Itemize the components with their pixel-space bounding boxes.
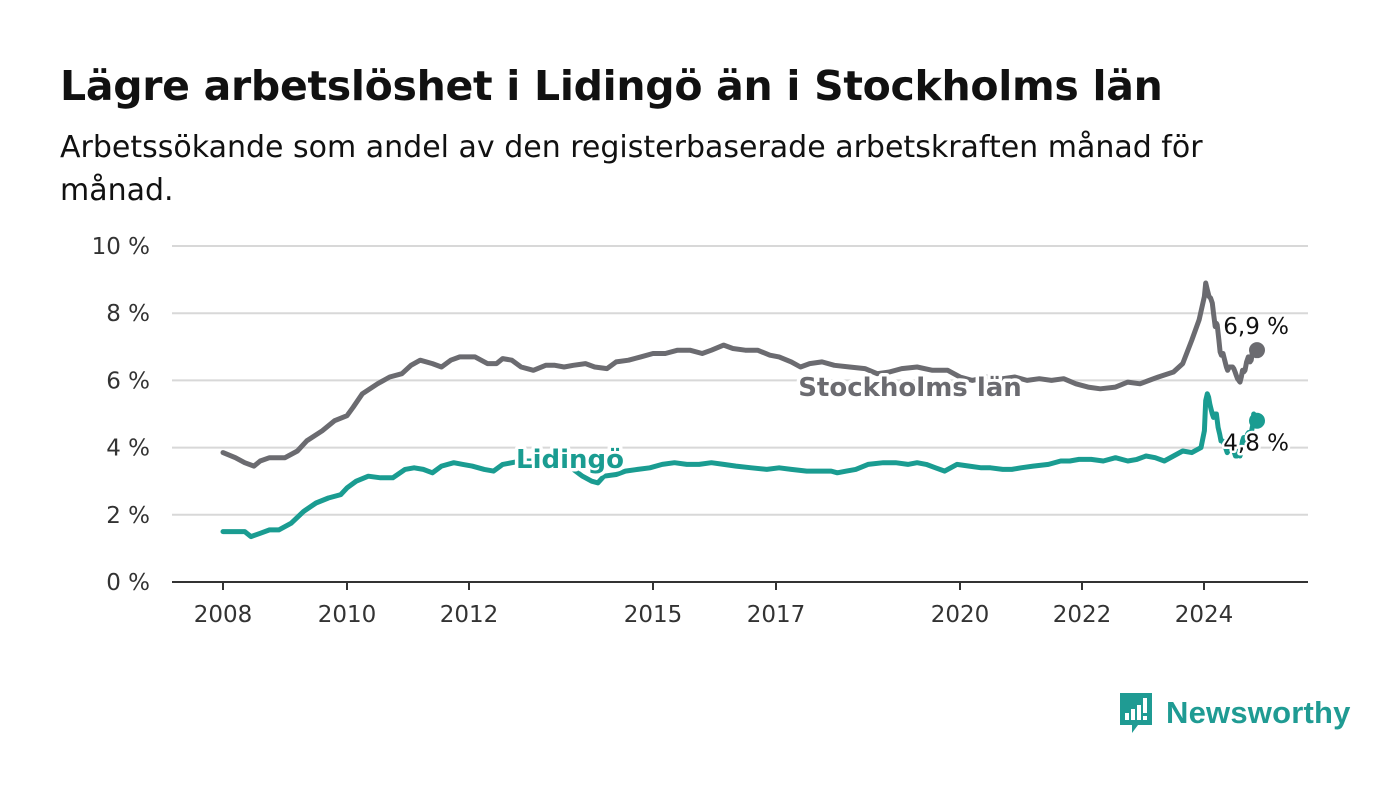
- x-tick-label: 2012: [440, 602, 499, 628]
- y-tick-label: 4 %: [106, 436, 150, 462]
- x-tick-label: 2022: [1053, 602, 1112, 628]
- series-label-lidingo: Lidingö: [516, 445, 624, 475]
- x-tick-label: 2008: [194, 602, 253, 628]
- newsworthy-logo-icon: [1120, 693, 1152, 733]
- end-label-stockholms-lan: 6,9 %: [1223, 314, 1289, 340]
- y-tick-label: 2 %: [106, 503, 150, 529]
- end-point-stockholms-lan: [1249, 342, 1265, 359]
- series-line-lidingo: [220, 391, 1260, 540]
- brand-name: Newsworthy: [1166, 695, 1351, 730]
- brand-logo[interactable]: Newsworthy: [1118, 690, 1351, 736]
- y-tick-label: 8 %: [106, 301, 150, 327]
- y-tick-label: 6 %: [106, 368, 150, 394]
- x-tick-label: 2020: [931, 602, 990, 628]
- chart-subtitle: Arbetssökande som andel av den registerb…: [60, 130, 1203, 208]
- y-tick-label: 0 %: [106, 570, 150, 596]
- x-tick-label: 2015: [624, 602, 683, 628]
- end-label-lidingo: 4,8 %: [1223, 431, 1289, 457]
- x-tick-label: 2024: [1175, 602, 1234, 628]
- x-tick-label: 2017: [747, 602, 806, 628]
- chart-title: Lägre arbetslöshet i Lidingö än i Stockh…: [60, 62, 1163, 110]
- x-tick-label: 2010: [318, 602, 377, 628]
- y-tick-label: 10 %: [92, 234, 150, 260]
- series-label-stockholms-lan: Stockholms län: [798, 373, 1022, 403]
- series-line-stockholms-lan: [220, 280, 1260, 469]
- end-point-lidingo: [1249, 412, 1265, 429]
